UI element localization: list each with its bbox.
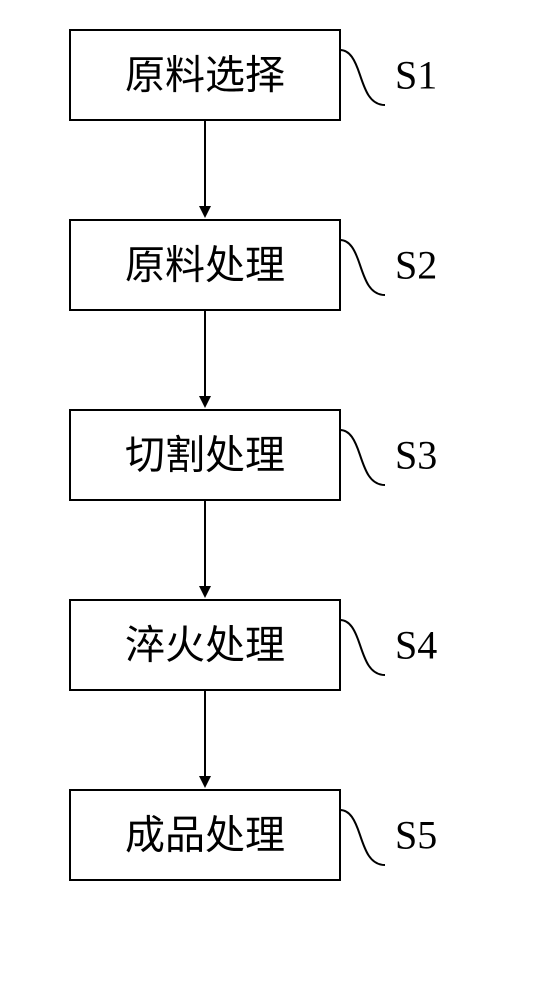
step-connector [340, 810, 385, 865]
step-label: S4 [395, 623, 437, 668]
flow-step: 成品处理 S5 [70, 790, 437, 880]
step-label: S5 [395, 813, 437, 858]
step-connector [340, 50, 385, 105]
flow-step-text: 淬火处理 [125, 623, 285, 668]
step-connector [340, 430, 385, 485]
step-connector [340, 620, 385, 675]
flow-step-text: 成品处理 [125, 813, 285, 858]
flowchart-canvas: 原料选择 S1 原料处理 S2 切割处理 S3 淬火处理 S4 成品处理 S5 [0, 0, 540, 1000]
step-label: S2 [395, 243, 437, 288]
flow-step: 原料处理 S2 [70, 220, 437, 310]
step-label: S1 [395, 53, 437, 98]
flow-step: 原料选择 S1 [70, 30, 437, 120]
step-connector [340, 240, 385, 295]
flow-step: 淬火处理 S4 [70, 600, 437, 690]
flow-step-text: 切割处理 [125, 433, 285, 478]
step-label: S3 [395, 433, 437, 478]
nodes-layer: 原料选择 S1 原料处理 S2 切割处理 S3 淬火处理 S4 成品处理 S5 [70, 30, 437, 880]
flow-step: 切割处理 S3 [70, 410, 437, 500]
flow-step-text: 原料处理 [125, 243, 285, 288]
flow-step-text: 原料选择 [125, 53, 285, 98]
